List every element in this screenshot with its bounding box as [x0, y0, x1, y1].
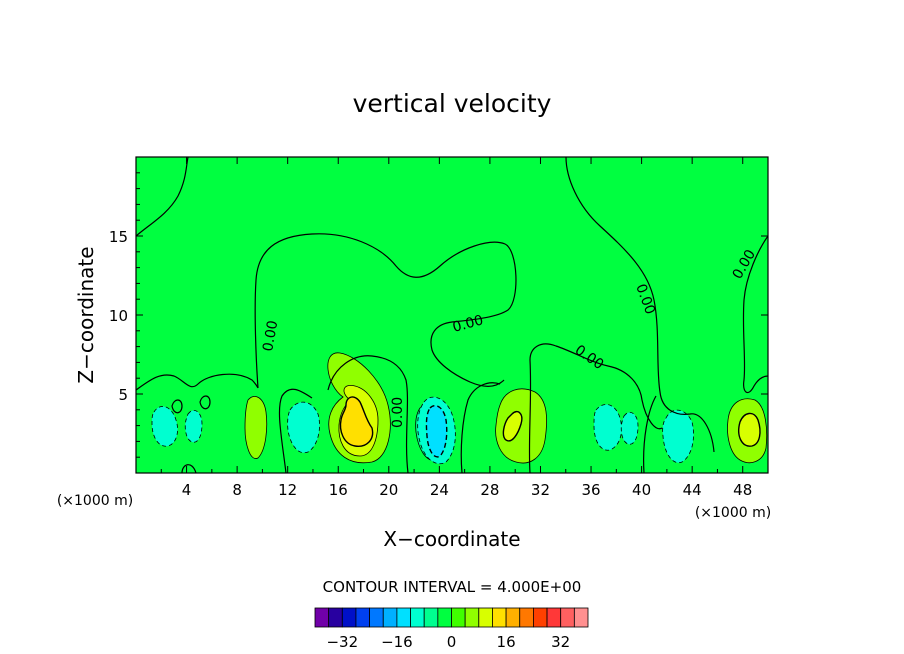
zero-contour-blob: [171, 399, 183, 414]
x-tick-label: 4: [182, 481, 192, 499]
y-tick-label: 5: [118, 386, 128, 404]
x-tick-label: 44: [683, 481, 702, 499]
colorbar: −32 −16 0 16 32: [314, 607, 589, 651]
colorbar-swatch: [546, 607, 562, 628]
y-tick-label: 10: [109, 307, 128, 325]
colorbar-swatch: [355, 607, 371, 628]
colorbar-swatch: [464, 607, 480, 628]
downdraft-contour-neg4: [287, 401, 320, 454]
colorbar-tick-label: 0: [447, 633, 457, 651]
zero-contour-surface: [278, 388, 313, 473]
zero-contour-lobe: [528, 343, 663, 473]
x-tick-label: 48: [733, 481, 752, 499]
zero-contour-corner: [136, 157, 189, 237]
x-axis-label: X−coordinate: [383, 527, 520, 551]
x-tick-label: 16: [329, 481, 348, 499]
contour-interval-label: CONTOUR INTERVAL = 4.000E+00: [323, 578, 582, 596]
updraft-contour-8: [738, 412, 761, 447]
x-tick-label: 28: [480, 481, 499, 499]
colorbar-swatch: [369, 607, 384, 628]
colorbar-tick-label: 16: [497, 633, 516, 651]
zero-contour-blob: [199, 395, 211, 410]
x-tick-label: 20: [379, 481, 398, 499]
colorbar-swatch: [341, 607, 357, 628]
zero-contour-far-right: [742, 235, 768, 394]
zero-contour-surface: [643, 395, 657, 473]
colorbar-tick-label: −16: [381, 633, 413, 651]
x-tick-label: 24: [430, 481, 449, 499]
downdraft-contour-neg4: [184, 410, 203, 443]
zero-contour-surface: [460, 382, 501, 473]
x-tick-label: 36: [581, 481, 600, 499]
contour-label: 0.00: [390, 397, 406, 428]
downdraft-contour-neg4: [151, 406, 178, 447]
colorbar-swatch: [396, 607, 411, 628]
colorbar-swatch: [382, 607, 398, 628]
colorbar-swatch: [492, 607, 507, 628]
zero-contour-surface: [327, 355, 409, 473]
colorbar-swatch: [410, 607, 425, 628]
x-unit-right: (×1000 m): [695, 505, 771, 521]
zero-contour-blob: [181, 464, 197, 473]
colorbar-swatch: [560, 607, 575, 628]
updraft-contour-8: [502, 410, 523, 442]
colorbar-swatch: [314, 607, 330, 628]
contour-fields: [136, 157, 768, 473]
colorbar-swatch: [328, 607, 343, 628]
colorbar-swatch: [519, 607, 534, 628]
y-axis-label: Z−coordinate: [74, 246, 98, 383]
colorbar-swatch: [505, 607, 521, 628]
zero-contour-right: [565, 157, 715, 453]
zero-contour-plume: [254, 233, 517, 389]
updraft-contour-12: [339, 396, 374, 447]
downdraft-contour-neg4: [662, 409, 694, 464]
contour-label: 0.00: [451, 312, 485, 336]
colorbar-swatch: [533, 607, 548, 628]
zero-contour-left: [136, 373, 259, 391]
downdraft-contour-neg8: [425, 404, 448, 458]
y-tick-label: 15: [109, 228, 128, 246]
x-axis: 4 8 12 16 20 24 28 32 36 40 44 48: [160, 157, 769, 499]
colorbar-swatch: [451, 607, 466, 628]
updraft-contour-4: [495, 388, 547, 464]
y-axis: 5 10 15: [109, 172, 768, 458]
colorbar-tick-label: 32: [551, 633, 570, 651]
x-tick-label: 32: [531, 481, 550, 499]
downdraft-contour-neg4: [620, 412, 639, 445]
contour-label: 0.00: [260, 319, 281, 352]
updraft-contour-4: [244, 396, 268, 459]
downdraft-contour-neg4: [593, 404, 622, 451]
x-tick-label: 40: [632, 481, 651, 499]
colorbar-tick-label: −32: [326, 633, 358, 651]
colorbar-swatch: [573, 607, 589, 628]
x-tick-label: 12: [278, 481, 297, 499]
colorbar-swatch: [437, 607, 452, 628]
colorbar-swatch: [478, 607, 493, 628]
chart-title: vertical velocity: [353, 89, 552, 118]
colorbar-swatch: [423, 607, 439, 628]
x-tick-label: 8: [232, 481, 242, 499]
x-unit-left: (×1000 m): [57, 493, 133, 509]
